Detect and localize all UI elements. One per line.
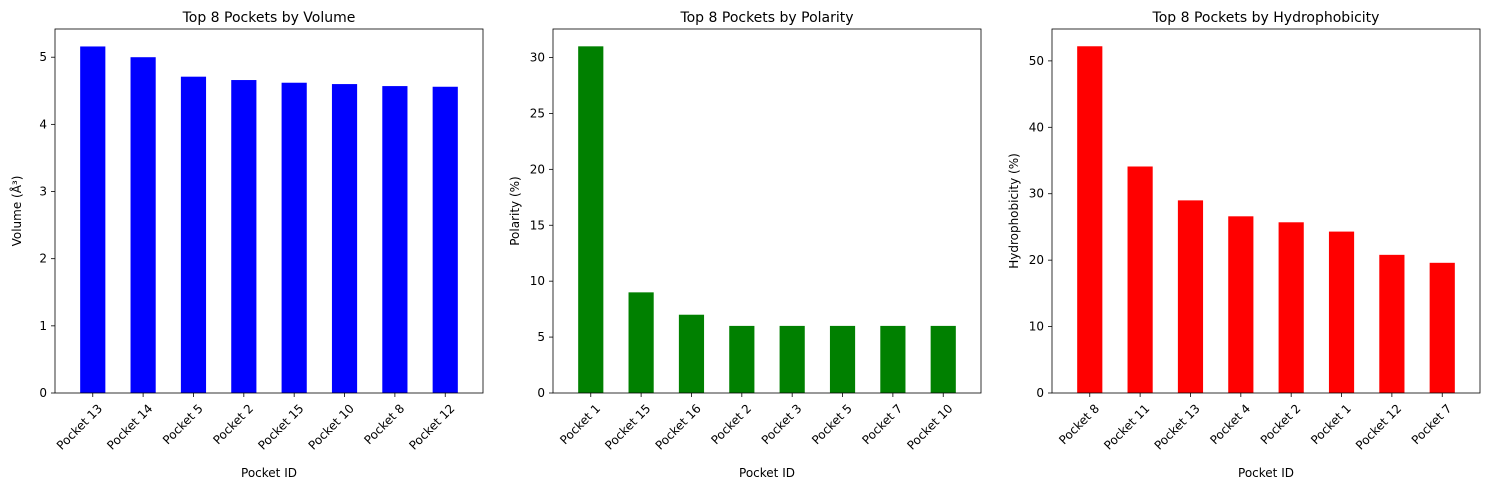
chart-3-x-tick-label: Pocket 4 [1207,401,1253,447]
chart-2-bar-pocket-2 [729,325,755,393]
chart-1-y-axis-label: Volume (Å³) [9,176,24,247]
chart-1-y-tick-label: 2 [39,252,47,266]
chart-2-x-tick-label: Pocket 7 [859,401,905,447]
chart-1-bar-pocket-8 [382,86,408,393]
chart-2: Pocket 1 Pocket 15 Pocket 16 Pocket 2 Pocket… [508,10,982,480]
chart-3-x-tick-label: Pocket 7 [1409,401,1455,447]
chart-1-x-tick-label: Pocket 5 [160,401,206,447]
chart-1-x-tick-label: Pocket 2 [210,401,256,447]
chart-1-y-tick-label: 1 [39,319,47,333]
chart-3-bar-pocket-12 [1379,254,1405,393]
chart-2-y-tick-label: 15 [530,218,545,232]
chart-1-x-tick-label: Pocket 15 [255,401,306,452]
chart-2-bar-pocket-3 [779,325,805,393]
chart-1-y-tick-label: 4 [39,117,47,131]
chart-3-x-axis-label: Pocket ID [1238,466,1294,480]
chart-3-x-tick-label: Pocket 1 [1308,401,1354,447]
chart-3-bar-pocket-7 [1429,262,1455,393]
chart-3-y-tick-label: 40 [1029,120,1044,134]
chart-2-x-tick-label: Pocket 16 [653,401,704,452]
chart-3-x-tick-label: Pocket 8 [1056,401,1102,447]
chart-1-x-tick-label: Pocket 13 [54,401,105,452]
chart-3-bar-pocket-1 [1328,231,1355,393]
chart-3-x-tick-label: Pocket 13 [1152,401,1203,452]
chart-2-y-tick-label: 5 [537,330,545,344]
chart-2-y-tick-label: 25 [530,106,545,120]
chart-3-x-tick-label: Pocket 2 [1258,401,1304,447]
chart-2-bar-pocket-15 [628,292,654,393]
chart-1-y-tick-label: 5 [39,50,47,64]
chart-2-bar-pocket-7 [880,325,906,393]
chart-1-x-tick-label: Pocket 12 [406,401,457,452]
chart-3-x-tick-label: Pocket 11 [1101,401,1152,452]
chart-2-x-tick-label: Pocket 5 [809,401,855,447]
chart-3-y-tick-label: 50 [1029,54,1044,68]
chart-3: Pocket 8 Pocket 11 Pocket 13 Pocket 4 Pocket… [1007,10,1481,480]
chart-3-bar-pocket-11 [1127,166,1153,393]
chart-3-x-tick-label: Pocket 12 [1353,401,1404,452]
chart-1-bar-pocket-15 [281,82,307,394]
chart-2-x-tick-label: Pocket 10 [904,401,955,452]
chart-3-bar-pocket-2 [1278,222,1304,393]
chart-1-x-tick-label: Pocket 14 [104,401,155,452]
chart-2-bar-pocket-5 [829,325,856,393]
chart-2-x-tick-label: Pocket 1 [557,401,603,447]
chart-1-x-tick-label: Pocket 8 [361,401,407,447]
chart-2-x-axis-label: Pocket ID [739,466,795,480]
chart-1-y-tick-label: 3 [39,185,47,199]
chart-3-bar-pocket-13 [1177,200,1204,393]
chart-3-y-tick-label: 10 [1029,320,1044,334]
chart-2-y-tick-label: 30 [530,51,545,65]
chart-1-bar-pocket-5 [180,76,207,394]
chart-1-y-tick-label: 0 [39,386,47,400]
chart-2-y-tick-label: 10 [530,274,545,288]
chart-1-bar-pocket-12 [432,86,458,393]
chart-3-title: Top 8 Pockets by Hydrophobicity [1152,10,1380,26]
chart-3-bar-pocket-4 [1228,216,1254,393]
chart-2-x-tick-label: Pocket 15 [602,401,653,452]
chart-3-axes-frame [1051,28,1481,394]
chart-3-y-tick-label: 0 [1036,386,1044,400]
chart-3-y-axis-label: Hydrophobicity (%) [1007,153,1021,269]
chart-2-bar-pocket-16 [678,314,705,393]
chart-2-y-tick-label: 0 [537,386,545,400]
chart-2-title: Top 8 Pockets by Polarity [679,10,853,26]
chart-1-bar-pocket-14 [130,57,156,394]
chart-1-bar-pocket-2 [231,80,257,393]
chart-1-axes-frame [54,28,484,394]
chart-1-x-axis-label: Pocket ID [241,466,297,480]
chart-2-y-tick-label: 20 [530,162,545,176]
chart-3-bar-pocket-8 [1077,46,1103,393]
chart-2-axes-frame [552,28,982,394]
chart-2-bar-pocket-10 [930,325,956,393]
chart-3-y-tick-label: 30 [1029,187,1044,201]
chart-2-x-tick-label: Pocket 2 [708,401,754,447]
chart-2-bar-pocket-1 [578,46,604,393]
chart-1-x-tick-label: Pocket 10 [306,401,357,452]
chart-1: Pocket 13 Pocket 14 Pocket 5 Pocket 2 Pocket… [9,10,484,480]
chart-1-title: Top 8 Pockets by Volume [182,10,356,26]
chart-1-bar-pocket-10 [331,84,358,393]
chart-2-y-axis-label: Polarity (%) [508,176,522,246]
chart-1-bar-pocket-13 [80,46,106,394]
chart-3-y-tick-label: 20 [1029,253,1044,267]
chart-2-x-tick-label: Pocket 3 [759,401,805,447]
